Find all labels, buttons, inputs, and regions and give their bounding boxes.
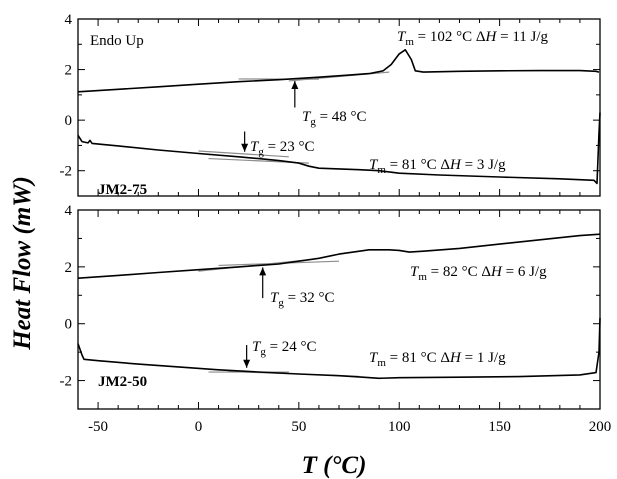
x-tick-label: 50 <box>291 419 306 435</box>
arrow-head <box>241 143 249 152</box>
panel-bottom: -2 0 2 4 -50 0 50 100 150 200 Tm = 82 °C ΔH = 6 J/… <box>60 203 612 435</box>
y-tick-label: 0 <box>65 113 73 129</box>
x-axis-label: T (°C) <box>302 452 367 479</box>
cooling-curve <box>77 112 601 185</box>
plot-frame <box>77 209 601 410</box>
sample-label: JM2-50 <box>98 374 147 390</box>
heating-curve <box>77 49 600 93</box>
annotation: Tg = 48 °C <box>302 109 367 128</box>
y-tick-label: -2 <box>60 374 73 390</box>
y-tick-label: 4 <box>65 203 73 219</box>
y-tick-label: 4 <box>65 12 73 28</box>
arrow-head <box>243 359 251 368</box>
annotation: Tg = 24 °C <box>252 339 317 358</box>
tangent-line <box>198 150 289 158</box>
annotation: Tg = 32 °C <box>270 290 335 309</box>
endo-up-label: Endo Up <box>90 33 144 49</box>
x-tick-label: 200 <box>589 419 612 435</box>
y-tick-label: 2 <box>65 63 73 79</box>
panel-top: -2 0 2 4 Tm = 102 °C ΔH = 11 J/g Tg = 48 °C Tg… <box>60 12 601 198</box>
y-tick-label: 0 <box>65 317 73 333</box>
annotation: Tm = 81 °C ΔH = 1 J/g <box>369 350 506 369</box>
annotation: Tm = 102 °C ΔH = 11 J/g <box>397 29 549 48</box>
sample-label: JM2-75 <box>98 182 147 198</box>
cooling-curve <box>77 317 601 380</box>
annotation: Tm = 81 °C ΔH = 3 J/g <box>369 157 506 176</box>
x-tick-label: -50 <box>88 419 108 435</box>
annotation: Tm = 82 °C ΔH = 6 J/g <box>410 264 547 283</box>
heating-curve <box>77 233 601 279</box>
x-tick-label: 150 <box>488 419 511 435</box>
arrow-head <box>291 80 299 89</box>
x-tick-label: 0 <box>195 419 203 435</box>
arrow-head <box>259 267 267 276</box>
y-axis-label: Heat Flow (mW) <box>9 176 36 351</box>
y-tick-label: -2 <box>60 164 73 180</box>
x-tick-label: 100 <box>388 419 411 435</box>
y-tick-label: 2 <box>65 260 73 276</box>
annotation: Tg = 23 °C <box>250 139 315 158</box>
